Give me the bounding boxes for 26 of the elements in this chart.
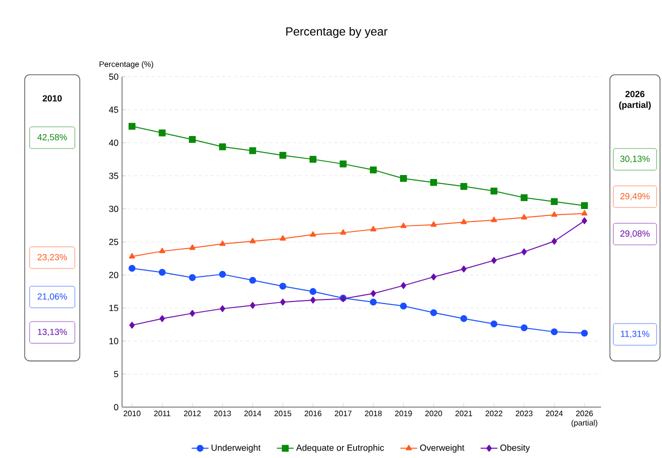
legend-label: Underweight bbox=[212, 444, 261, 452]
text: 30,13% bbox=[620, 156, 650, 163]
y-tick-label: 20 bbox=[109, 272, 118, 278]
y-tick-label: 50 bbox=[109, 73, 118, 80]
legend-label: Overweight bbox=[420, 444, 464, 452]
legend-label: Obesity bbox=[500, 444, 530, 452]
y-tick-label: 10 bbox=[109, 338, 118, 344]
text: 29,49% bbox=[620, 192, 650, 200]
y-tick-label: 0 bbox=[114, 404, 118, 410]
text: 2010 bbox=[42, 95, 62, 102]
text: 42,58% bbox=[37, 134, 67, 142]
text: 13,13% bbox=[38, 328, 67, 336]
chart-title: Percentage by year bbox=[286, 26, 388, 38]
text: 11,31% bbox=[620, 330, 650, 338]
legend-label: Adequate or Eutrophic bbox=[296, 444, 384, 452]
text: 21,06% bbox=[38, 293, 67, 301]
text: 29,08% bbox=[620, 230, 650, 238]
y-tick-label: 25 bbox=[109, 238, 118, 245]
y-tick-label: 45 bbox=[108, 106, 118, 113]
y-tick-label: 15 bbox=[109, 304, 118, 311]
text: 2026 (partial) bbox=[619, 90, 651, 110]
y-tick-label: 30 bbox=[109, 206, 118, 212]
y-tick-label: 5 bbox=[114, 370, 118, 378]
text: 23,23% bbox=[38, 254, 67, 262]
y-tick-label: 35 bbox=[109, 172, 118, 179]
y-tick-label: 40 bbox=[108, 140, 118, 146]
